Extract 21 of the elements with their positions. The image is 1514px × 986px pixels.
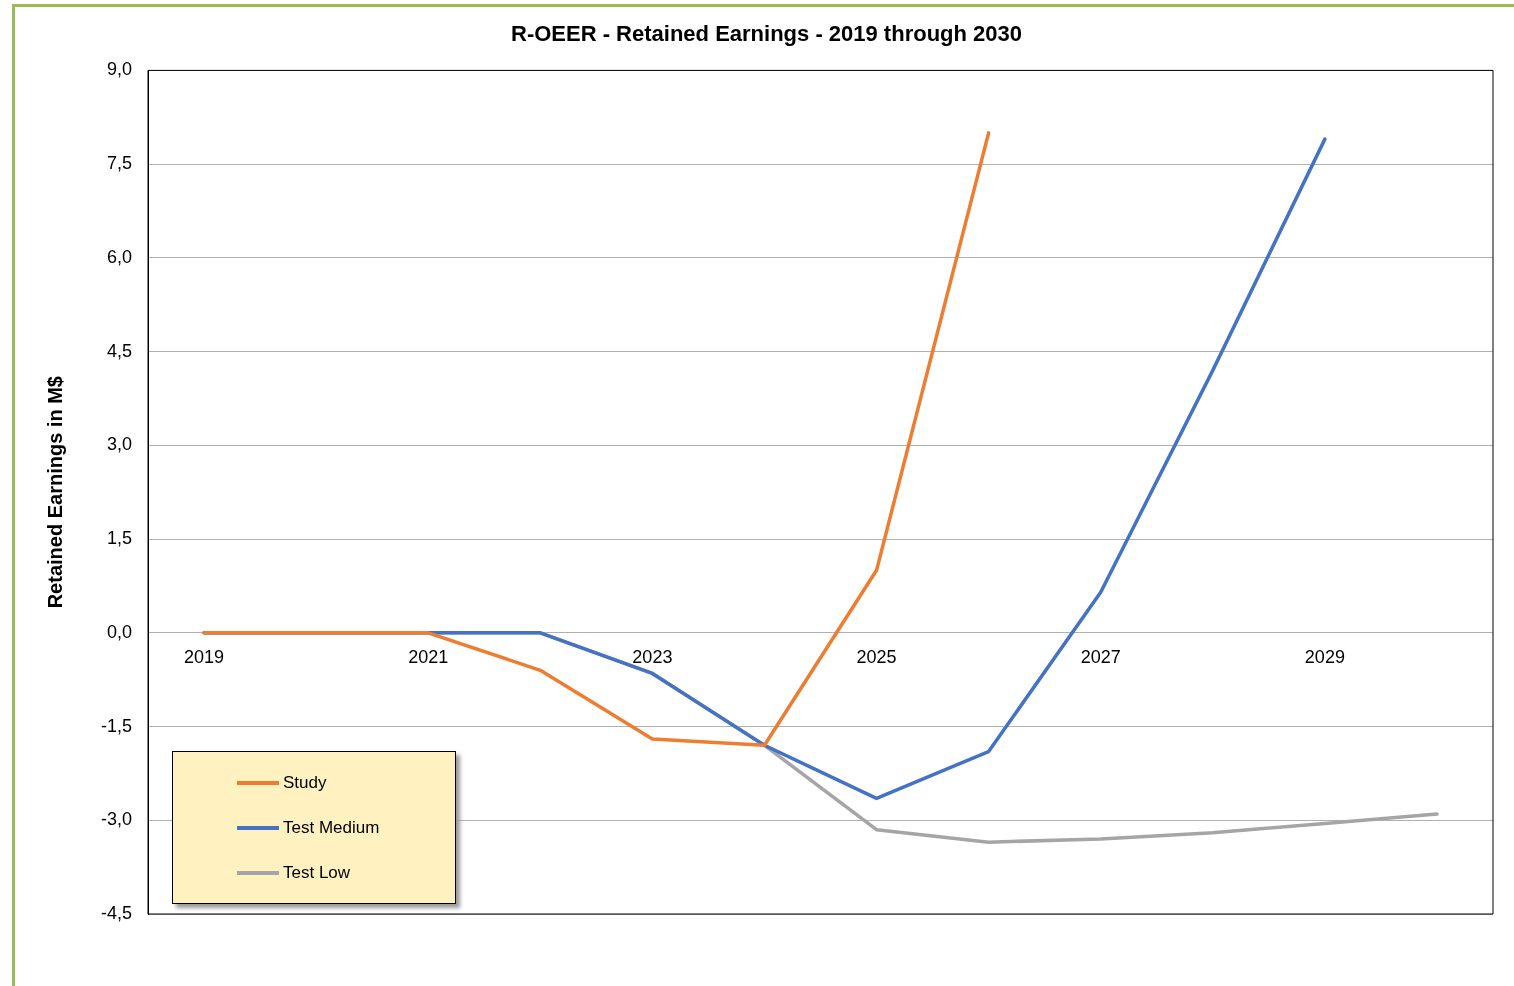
- y-tick-label: 6,0: [106, 246, 132, 267]
- y-axis-title: Retained Earnings in M$: [43, 376, 66, 609]
- y-tick-label: 4,5: [106, 340, 132, 361]
- y-tick-label: 1,5: [106, 528, 132, 549]
- x-tick-label: 2019: [184, 646, 225, 667]
- x-tick-label: 2029: [1304, 646, 1345, 667]
- x-tick-label: 2021: [408, 646, 449, 667]
- chart-title: R-OEER - Retained Earnings - 2019 through 2030: [510, 21, 1023, 47]
- y-tick-label: 0,0: [106, 621, 132, 642]
- y-tick-label: 3,0: [106, 434, 132, 455]
- legend-label: Test Low: [283, 862, 351, 883]
- x-tick-label: 2023: [632, 646, 673, 667]
- legend-label: Test Medium: [283, 817, 380, 838]
- y-tick-label: 9,0: [106, 59, 132, 80]
- y-tick-label: -4,5: [100, 902, 132, 923]
- y-tick-label: -1,5: [100, 715, 132, 736]
- x-tick-label: 2025: [856, 646, 897, 667]
- x-tick-label: 2027: [1080, 646, 1121, 667]
- legend-label: Study: [283, 772, 327, 793]
- y-tick-label: 7,5: [106, 153, 132, 174]
- y-tick-label: -3,0: [100, 809, 132, 830]
